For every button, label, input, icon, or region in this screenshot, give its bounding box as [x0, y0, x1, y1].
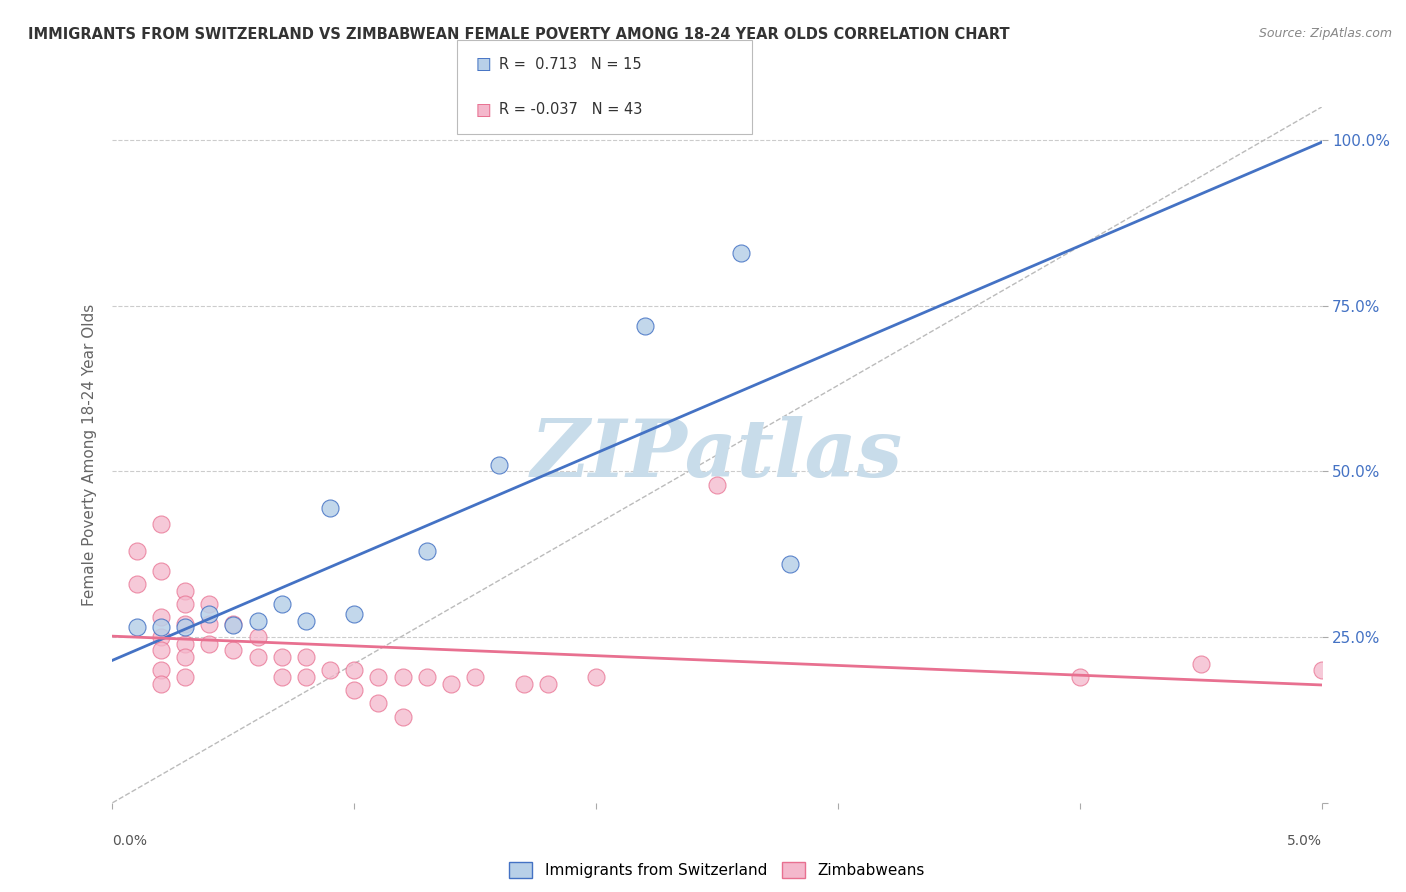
Point — [174, 620, 197, 634]
Legend: Immigrants from Switzerland, Zimbabweans: Immigrants from Switzerland, Zimbabweans — [502, 855, 932, 886]
Point — [319, 663, 342, 677]
Point — [222, 618, 245, 632]
Text: Source: ZipAtlas.com: Source: ZipAtlas.com — [1258, 27, 1392, 40]
Point — [1310, 663, 1333, 677]
Point — [149, 564, 172, 578]
Point — [125, 620, 148, 634]
Point — [246, 650, 269, 665]
Text: R = -0.037   N = 43: R = -0.037 N = 43 — [499, 103, 643, 117]
Point — [633, 318, 655, 333]
Point — [343, 663, 366, 677]
Text: IMMIGRANTS FROM SWITZERLAND VS ZIMBABWEAN FEMALE POVERTY AMONG 18-24 YEAR OLDS C: IMMIGRANTS FROM SWITZERLAND VS ZIMBABWEA… — [28, 27, 1010, 42]
Point — [174, 650, 197, 665]
Point — [367, 670, 389, 684]
Text: □: □ — [475, 101, 491, 119]
Point — [295, 670, 318, 684]
Point — [149, 630, 172, 644]
Point — [149, 676, 172, 690]
Point — [270, 670, 292, 684]
Text: ZIPatlas: ZIPatlas — [531, 417, 903, 493]
Point — [125, 577, 148, 591]
Text: ■: ■ — [475, 101, 491, 119]
Point — [174, 597, 197, 611]
Point — [270, 650, 292, 665]
Point — [246, 614, 269, 628]
Point — [174, 583, 197, 598]
Point — [391, 670, 413, 684]
Point — [416, 544, 439, 558]
Point — [174, 637, 197, 651]
Point — [198, 607, 221, 621]
Point — [343, 683, 366, 698]
Point — [270, 597, 292, 611]
Point — [174, 616, 197, 631]
Point — [295, 650, 318, 665]
Point — [149, 610, 172, 624]
Point — [295, 614, 318, 628]
Point — [464, 670, 486, 684]
Point — [149, 663, 172, 677]
Point — [174, 670, 197, 684]
Point — [367, 697, 389, 711]
Point — [319, 500, 342, 515]
Point — [125, 544, 148, 558]
Point — [222, 616, 245, 631]
Point — [706, 477, 728, 491]
Point — [149, 517, 172, 532]
Point — [149, 620, 172, 634]
Point — [222, 643, 245, 657]
Point — [198, 616, 221, 631]
Point — [416, 670, 439, 684]
Point — [730, 245, 752, 260]
Point — [246, 630, 269, 644]
Text: □: □ — [475, 55, 491, 73]
Text: R =  0.713   N = 15: R = 0.713 N = 15 — [499, 57, 641, 71]
Point — [198, 597, 221, 611]
Point — [391, 709, 413, 723]
Text: ■: ■ — [475, 55, 491, 73]
Point — [343, 607, 366, 621]
Point — [198, 637, 221, 651]
Point — [1189, 657, 1212, 671]
Point — [440, 676, 463, 690]
Point — [149, 643, 172, 657]
Y-axis label: Female Poverty Among 18-24 Year Olds: Female Poverty Among 18-24 Year Olds — [82, 304, 97, 606]
Text: 0.0%: 0.0% — [112, 834, 148, 848]
Point — [585, 670, 607, 684]
Point — [1069, 670, 1091, 684]
Point — [779, 558, 801, 572]
Point — [488, 458, 510, 472]
Point — [512, 676, 534, 690]
Point — [537, 676, 560, 690]
Text: 5.0%: 5.0% — [1286, 834, 1322, 848]
